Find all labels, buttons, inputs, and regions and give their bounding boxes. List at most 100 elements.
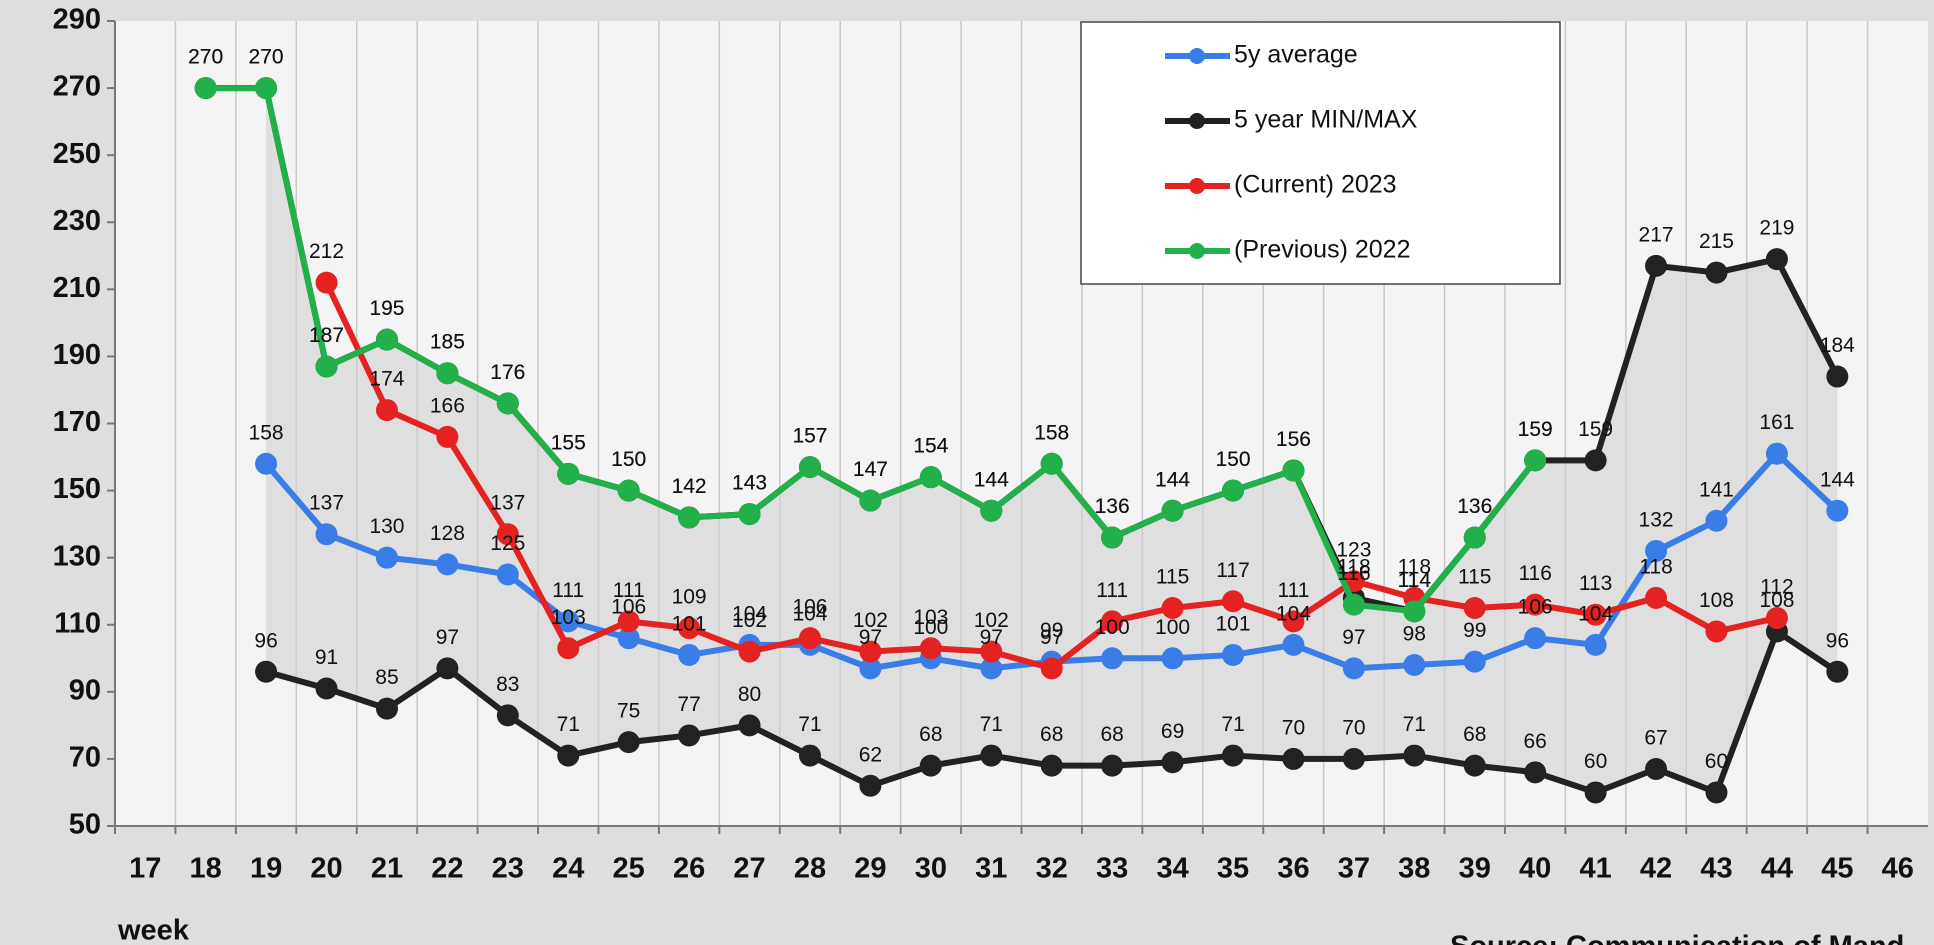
- point: [678, 506, 701, 529]
- x-tick-label: 31: [975, 853, 1007, 885]
- data-label: 154: [913, 435, 948, 458]
- data-label: 106: [1518, 596, 1553, 619]
- point: [1282, 610, 1305, 633]
- data-label: 115: [1458, 566, 1491, 589]
- x-tick-label: 17: [129, 853, 161, 885]
- data-label: 184: [1820, 334, 1855, 357]
- x-tick-label: 41: [1579, 853, 1611, 885]
- point: [798, 744, 821, 767]
- data-label: 150: [1215, 448, 1250, 471]
- point: [1524, 449, 1547, 472]
- x-tick-label: 39: [1459, 853, 1491, 885]
- data-label: 270: [249, 46, 284, 69]
- point: [738, 714, 761, 737]
- data-label: 66: [1524, 730, 1547, 753]
- x-tick-label: 23: [492, 853, 524, 885]
- data-label: 96: [254, 629, 277, 652]
- point: [1765, 248, 1788, 271]
- data-label: 157: [792, 425, 827, 448]
- x-tick-label: 22: [431, 853, 463, 885]
- axes: 50 70 90 110 130 150 170 190 210 230 250 270 290 17 18…: [53, 4, 1928, 885]
- data-label: 68: [1100, 723, 1123, 746]
- data-label: 195: [369, 297, 404, 320]
- point: [678, 617, 701, 640]
- data-label: 270: [188, 46, 223, 69]
- point: [557, 637, 580, 660]
- x-tick-label: 19: [250, 853, 282, 885]
- point: [1403, 600, 1426, 623]
- x-tick-label: 43: [1700, 853, 1732, 885]
- data-label: 161: [1759, 411, 1794, 434]
- data-label: 147: [853, 458, 888, 481]
- data-label: 101: [1215, 612, 1250, 635]
- data-label: 187: [309, 324, 344, 347]
- source: Source: Communication of Mand: [1450, 931, 1904, 945]
- data-label: 270: [249, 46, 284, 69]
- point: [1826, 365, 1849, 388]
- x-tick-label: 26: [673, 853, 705, 885]
- point: [980, 499, 1003, 522]
- data-label: 157: [792, 425, 827, 448]
- data-label: 123: [1336, 539, 1371, 562]
- point: [1645, 586, 1668, 609]
- point: [375, 546, 398, 569]
- data-label: 77: [677, 693, 700, 716]
- point: [678, 643, 701, 666]
- point: [375, 399, 398, 422]
- data-label: 114: [1398, 569, 1432, 592]
- data-label: 91: [315, 646, 338, 669]
- data-label: 102: [732, 609, 767, 632]
- data-label: 111: [552, 579, 584, 602]
- data-label: 136: [1095, 495, 1130, 518]
- point: [919, 466, 942, 489]
- data-label: 114: [1398, 569, 1432, 592]
- point: [1463, 526, 1486, 549]
- point: [859, 774, 882, 797]
- data-label: 103: [913, 606, 948, 629]
- point: [980, 657, 1003, 680]
- point: [1403, 654, 1426, 676]
- point: [1222, 479, 1245, 502]
- x-tick-label: 36: [1277, 853, 1309, 885]
- data-label: 212: [309, 240, 344, 263]
- data-label: 219: [1759, 217, 1794, 240]
- data-label: 97: [436, 626, 459, 649]
- legend-box: [1080, 21, 1561, 285]
- data-label: 83: [496, 673, 519, 696]
- data-label: 100: [1155, 616, 1190, 639]
- point: [557, 610, 580, 633]
- data-label: 159: [1518, 418, 1553, 441]
- point: [617, 627, 640, 650]
- x-tick-label: 20: [310, 853, 342, 885]
- data-label: 118: [1337, 555, 1370, 578]
- legend-label: 5 year MIN/MAX: [1234, 106, 1418, 134]
- y-tick-label: 70: [69, 742, 101, 774]
- y-tick-label: 210: [53, 272, 101, 304]
- point: [1524, 761, 1547, 784]
- y-tick-label: 250: [53, 138, 101, 170]
- data-label: 147: [853, 458, 888, 481]
- data-label: 104: [1276, 602, 1311, 625]
- point: [1765, 607, 1788, 630]
- point: [315, 271, 338, 294]
- point: [1101, 754, 1124, 777]
- data-label: 97: [1342, 626, 1365, 649]
- data-label: 60: [1705, 750, 1728, 773]
- x-tick-label: 29: [854, 853, 886, 885]
- data-label: 215: [1699, 230, 1734, 253]
- point: [1222, 590, 1245, 613]
- y-tick-label: 190: [53, 339, 101, 371]
- data-label: 174: [369, 368, 404, 391]
- min-max-band: [266, 88, 1838, 793]
- x-tick-label: 27: [733, 853, 765, 885]
- data-label: 130: [369, 515, 404, 538]
- y-tick-label: 150: [53, 473, 101, 505]
- data-label: 68: [1463, 723, 1486, 746]
- point: [315, 355, 338, 378]
- data-label: 136: [1457, 495, 1492, 518]
- point: [1645, 254, 1668, 277]
- point: [1645, 539, 1668, 562]
- point: [436, 657, 459, 680]
- point: [1101, 647, 1124, 670]
- x-tick-label: 40: [1519, 853, 1551, 885]
